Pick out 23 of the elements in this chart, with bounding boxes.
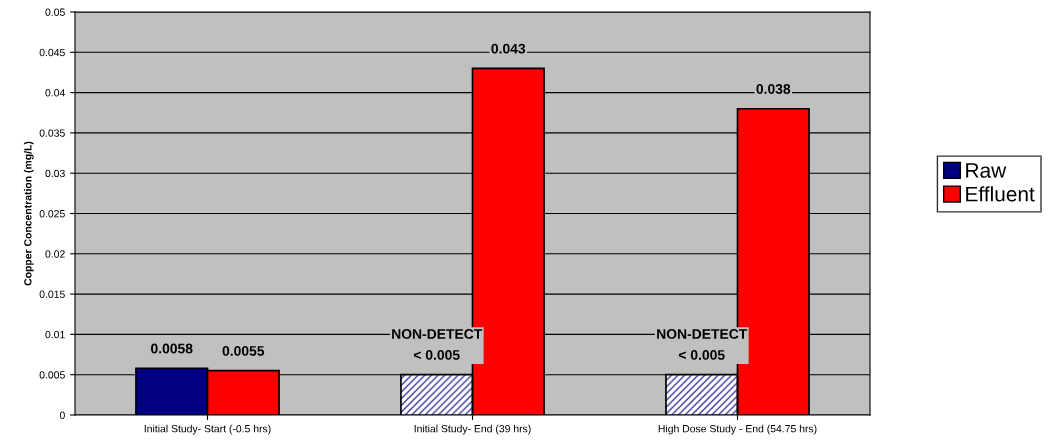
y-tick-label: 0.015 — [39, 290, 65, 298]
x-tick-label: High Dose Study - End (54.75 hrs) — [658, 424, 817, 435]
y-tick-label: 0.03 — [45, 169, 65, 178]
legend-label: Effluent — [966, 186, 1035, 202]
data-label: NON-DETECT < 0.005 — [392, 329, 483, 360]
data-label: NON-DETECT < 0.005 — [657, 329, 748, 360]
y-tick-label: 0.005 — [39, 371, 65, 379]
data-label: 0.0058 — [151, 343, 193, 354]
y-tick-label: 0.02 — [45, 250, 65, 258]
data-label: 0.043 — [491, 43, 526, 54]
x-tick-label: Initial Study- End (39 hrs) — [414, 424, 531, 435]
x-tick-label: Initial Study- Start (-0.5 hrs) — [144, 424, 271, 435]
y-tick-label: 0.045 — [39, 48, 65, 57]
y-axis-title: Copper Concentration (mg/L) — [23, 141, 34, 286]
y-tick-label: 0.035 — [39, 129, 65, 137]
data-label: 0.0055 — [222, 346, 265, 356]
y-tick-label: 0.04 — [45, 89, 65, 97]
legend-label: Raw — [966, 163, 1007, 178]
data-label: 0.038 — [756, 84, 791, 94]
y-tick-label: 0 — [59, 411, 65, 419]
y-tick-label: 0.01 — [45, 330, 65, 339]
y-tick-label: 0.025 — [39, 210, 65, 218]
y-tick-label: 0.05 — [45, 8, 65, 16]
